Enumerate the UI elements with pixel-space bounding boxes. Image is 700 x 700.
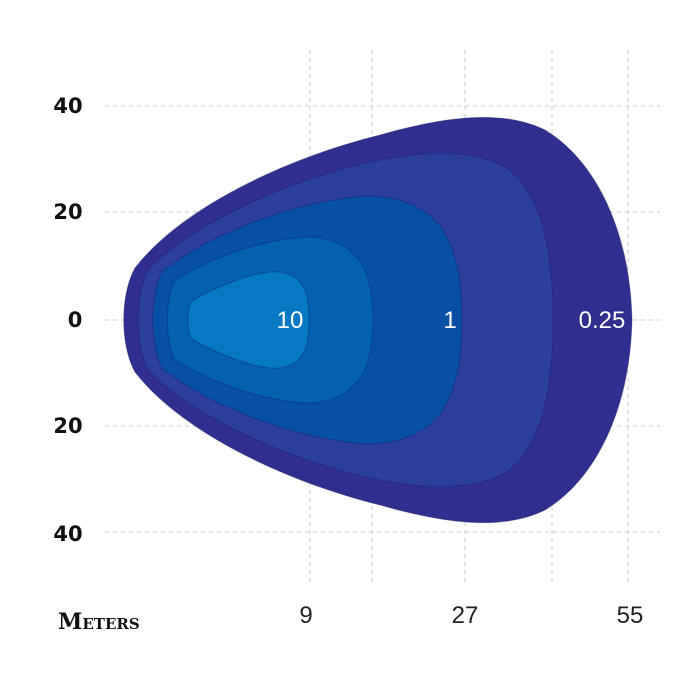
y-tick-label: 20 (53, 200, 82, 224)
x-tick-label: 27 (452, 602, 479, 629)
y-tick-label: 20 (53, 414, 82, 438)
beam-zones (123, 116, 633, 524)
zone-label-10: 10 (277, 307, 304, 334)
y-tick-label: 40 (53, 94, 82, 118)
y-tick-label: 40 (53, 522, 82, 546)
x-axis-label: Meters (58, 609, 140, 635)
zone-label-0-25: 0.25 (579, 307, 626, 334)
x-tick-label: 9 (299, 602, 312, 629)
zone-label-1: 1 (443, 307, 456, 334)
zone-inner (187, 271, 310, 369)
y-tick-label: 0 (68, 308, 83, 332)
x-tick-label: 55 (617, 602, 644, 629)
